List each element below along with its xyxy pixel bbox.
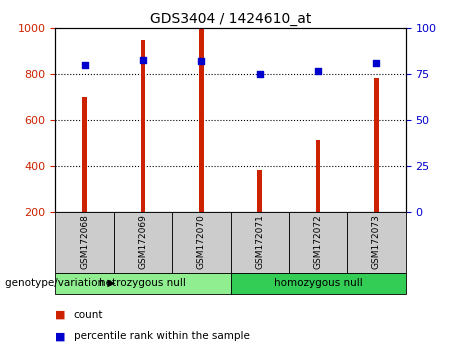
Text: GSM172068: GSM172068 <box>80 214 89 269</box>
Point <box>81 62 88 68</box>
Point <box>256 72 263 77</box>
Text: percentile rank within the sample: percentile rank within the sample <box>74 331 250 341</box>
Text: GSM172073: GSM172073 <box>372 214 381 269</box>
Point <box>373 61 380 66</box>
Text: hetrozygous null: hetrozygous null <box>100 278 186 288</box>
Text: GSM172071: GSM172071 <box>255 214 264 269</box>
Bar <box>316 140 320 212</box>
Bar <box>257 170 262 212</box>
Bar <box>199 28 204 212</box>
Bar <box>82 97 87 212</box>
Text: ■: ■ <box>55 331 66 341</box>
Text: GSM172072: GSM172072 <box>313 214 323 269</box>
Text: GSM172070: GSM172070 <box>197 214 206 269</box>
Point <box>139 57 147 62</box>
Point <box>314 68 322 74</box>
Text: ■: ■ <box>55 310 66 320</box>
Text: count: count <box>74 310 103 320</box>
Text: homozygous null: homozygous null <box>274 278 362 288</box>
Bar <box>141 40 145 212</box>
Title: GDS3404 / 1424610_at: GDS3404 / 1424610_at <box>150 12 311 26</box>
Point <box>198 59 205 64</box>
Bar <box>374 78 379 212</box>
Text: genotype/variation ▶: genotype/variation ▶ <box>5 278 115 288</box>
Text: GSM172069: GSM172069 <box>138 214 148 269</box>
